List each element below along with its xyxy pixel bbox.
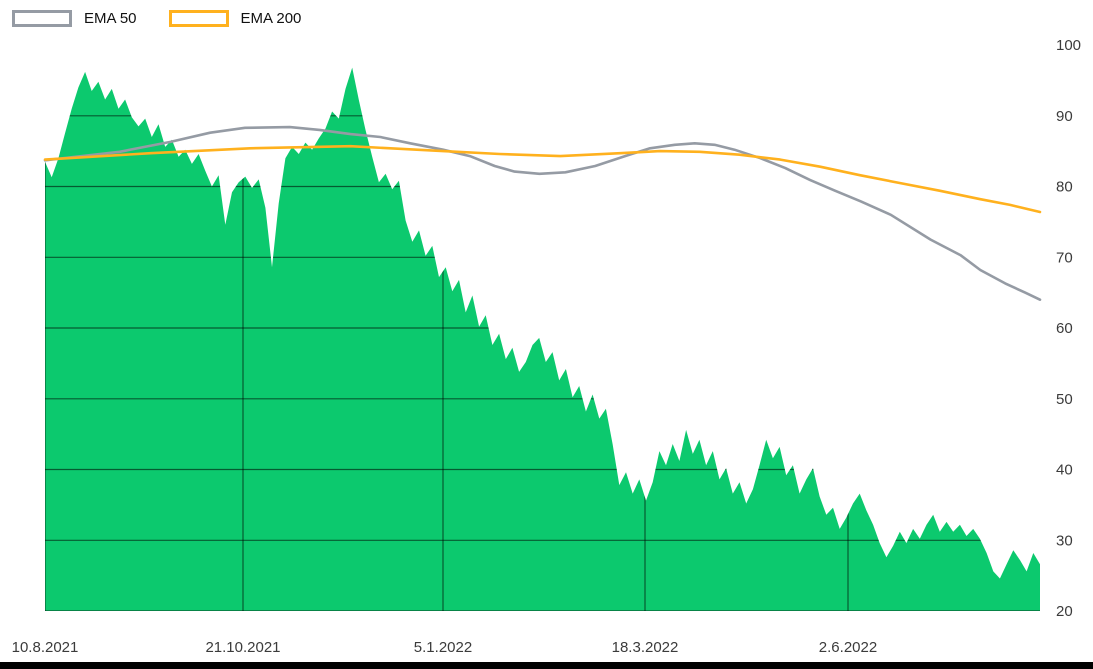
ema50-legend-label: EMA 50 [84, 10, 137, 27]
x-axis-label: 21.10.2021 [205, 639, 280, 656]
y-axis-label: 20 [1056, 603, 1073, 620]
ema50-line [43, 125, 1042, 302]
y-axis-label: 60 [1056, 320, 1073, 337]
y-axis-label: 90 [1056, 108, 1073, 125]
chart-legend: EMA 50 EMA 200 [12, 10, 301, 27]
bottom-border [0, 662, 1093, 669]
legend-item-ema200[interactable]: EMA 200 [168, 10, 302, 27]
x-axis-label: 10.8.2021 [12, 639, 79, 656]
legend-item-ema50[interactable]: EMA 50 [12, 10, 137, 27]
y-axis-label: 40 [1056, 462, 1073, 479]
x-axis-label: 18.3.2022 [612, 639, 679, 656]
y-axis-label: 70 [1056, 249, 1073, 266]
y-axis-label: 50 [1056, 391, 1073, 408]
y-axis-label: 30 [1056, 532, 1073, 549]
x-axis-label: 2.6.2022 [819, 639, 877, 656]
y-axis-label: 80 [1056, 179, 1073, 196]
x-axis-label: 5.1.2022 [414, 639, 472, 656]
ema200-legend-label: EMA 200 [240, 10, 302, 27]
ema200-line [43, 144, 1042, 214]
y-axis-label: 100 [1056, 37, 1081, 54]
ema200-color-swatch [168, 10, 229, 27]
ema50-color-swatch [12, 10, 72, 27]
price-area-series [45, 67, 1040, 612]
